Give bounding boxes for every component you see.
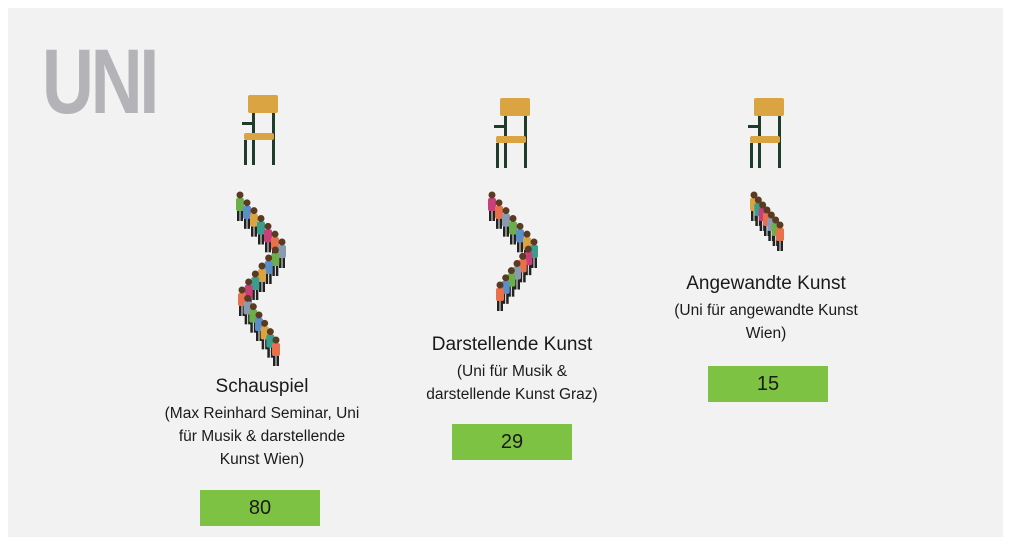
person-part <box>279 239 286 246</box>
person-part <box>510 215 517 222</box>
person-part <box>272 247 279 254</box>
column-name: Darstellende Kunst <box>392 334 632 356</box>
person-part <box>252 271 259 278</box>
person-part <box>259 263 266 270</box>
person-part <box>524 231 531 238</box>
person-part <box>250 214 258 227</box>
person-part <box>488 198 496 211</box>
value-box: 15 <box>708 366 828 402</box>
person-part <box>265 223 272 230</box>
person-part <box>495 206 503 219</box>
column-subtitle: (Uni für angewandte Kunst <box>646 299 886 322</box>
person-part <box>517 223 524 230</box>
column-subtitle: darstellende Kunst Graz) <box>392 383 632 406</box>
person-part <box>267 328 274 335</box>
person-part <box>496 288 504 301</box>
person-part <box>244 295 251 302</box>
title: UNI <box>42 36 156 128</box>
person-part <box>508 267 515 274</box>
person-part <box>273 337 280 344</box>
person-part <box>265 255 272 262</box>
person-part <box>776 228 784 241</box>
person-part <box>531 239 538 246</box>
column-subtitle: Kunst Wien) <box>142 448 382 471</box>
person-part <box>250 303 257 310</box>
column: Angewandte Kunst (Uni für angewandte Kun… <box>646 273 886 345</box>
person-part <box>519 253 526 260</box>
column-subtitle: (Uni für Musik & <box>392 360 632 383</box>
person-part <box>502 214 510 227</box>
person-part <box>509 222 517 235</box>
person-part <box>264 229 272 242</box>
chair-icon <box>494 98 530 168</box>
person-part <box>489 192 496 199</box>
page: {"header": {"title": "UNI"}, "columns": … <box>0 0 1011 544</box>
value-box: 29 <box>452 424 572 460</box>
value-box: 80 <box>200 490 320 526</box>
chair-icon <box>748 98 784 168</box>
column-subtitle: (Max Reinhard Seminar, Uni <box>142 402 382 425</box>
person-part <box>237 192 244 199</box>
person-part <box>239 287 246 294</box>
chair-icon <box>242 95 278 165</box>
person-part <box>525 246 532 253</box>
person-part <box>497 282 504 289</box>
person-part <box>516 229 524 242</box>
person-part <box>502 274 509 281</box>
column-subtitle: Wien) <box>646 322 886 345</box>
column-name: Angewandte Kunst <box>646 273 886 295</box>
person-part <box>244 199 251 206</box>
column-subtitle: für Musik & darstellende <box>142 425 382 448</box>
person-part <box>245 279 252 286</box>
person-part <box>777 222 784 229</box>
person-part <box>514 260 521 267</box>
person-part <box>257 222 265 235</box>
column: Schauspiel (Max Reinhard Seminar, Uni fü… <box>142 376 382 471</box>
person-part <box>251 207 258 214</box>
person-part <box>261 320 268 327</box>
person-part <box>236 198 244 211</box>
person-part <box>258 215 265 222</box>
person-part <box>272 343 280 356</box>
person-part <box>243 206 251 219</box>
column: Darstellende Kunst (Uni für Musik & dars… <box>392 334 632 406</box>
person-part <box>272 231 279 238</box>
person-part <box>496 199 503 206</box>
person-part <box>503 207 510 214</box>
person-part <box>256 312 263 319</box>
column-name: Schauspiel <box>142 376 382 398</box>
